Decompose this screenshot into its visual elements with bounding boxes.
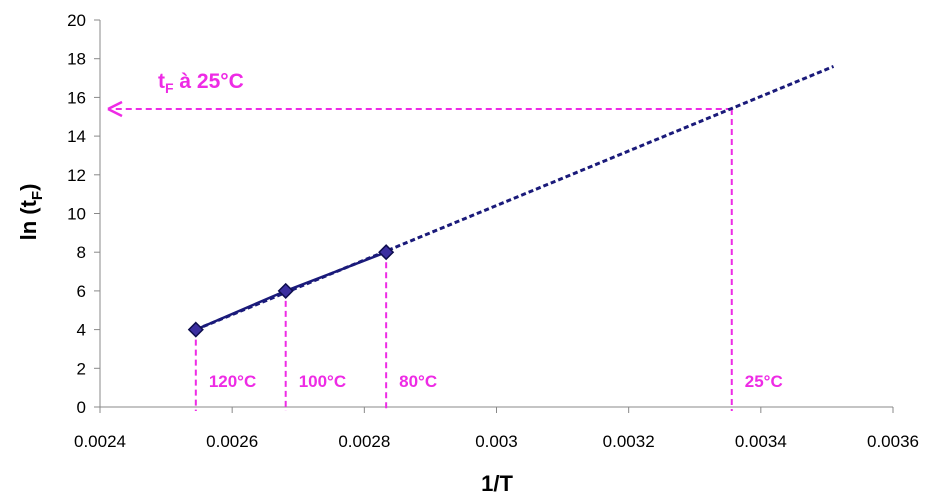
data-series	[187, 65, 835, 338]
y-tick-label: 4	[77, 321, 86, 340]
x-tick-label: 0.003	[475, 432, 518, 451]
data-point	[378, 244, 395, 261]
x-tick-label: 0.0036	[867, 432, 919, 451]
y-tick-label: 0	[77, 398, 86, 417]
y-axis-title-end: )	[16, 184, 41, 191]
callout-main: t	[158, 70, 165, 93]
x-tick-label: 0.0028	[338, 432, 390, 451]
y-tick-label: 14	[67, 127, 86, 146]
x-tick-label: 0.0026	[206, 432, 258, 451]
tick-labels: 0 2 4 6 8 10 12 14 16 18 20 0.0024 0.0026 0.0028 0.003…	[67, 11, 919, 451]
temperature-label: 25°C	[745, 372, 783, 391]
y-tick-label: 12	[67, 166, 86, 185]
y-axis-title: ln (tF)	[16, 184, 46, 241]
arrow-head	[107, 100, 123, 118]
temperature-label: 100°C	[299, 372, 346, 391]
y-tick-label: 20	[67, 11, 86, 30]
axes	[94, 19, 894, 413]
x-tick-label: 0.0032	[603, 432, 655, 451]
data-point	[187, 321, 204, 338]
y-tick-label: 8	[77, 243, 86, 262]
x-tick-label: 0.0034	[735, 432, 787, 451]
temperature-label: 80°C	[399, 372, 437, 391]
y-axis-title-sub: F	[29, 191, 46, 200]
y-tick-label: 6	[77, 282, 86, 301]
y-tick-label: 2	[77, 359, 86, 378]
x-axis-title: 1/T	[481, 471, 513, 496]
data-point	[277, 282, 294, 299]
y-axis-title-main: ln (t	[16, 199, 41, 240]
y-tick-label: 10	[67, 205, 86, 224]
y-tick-label: 16	[67, 88, 86, 107]
callout-rest: à 25°C	[174, 70, 244, 93]
callout-label: tF à 25°C	[158, 70, 244, 96]
temperature-label: 120°C	[209, 372, 256, 391]
callout-sub: F	[165, 80, 174, 96]
reference-guides: 120°C 100°C 80°C 25°C	[107, 100, 783, 411]
x-tick-label: 0.0024	[74, 432, 126, 451]
y-tick-label: 18	[67, 50, 86, 69]
